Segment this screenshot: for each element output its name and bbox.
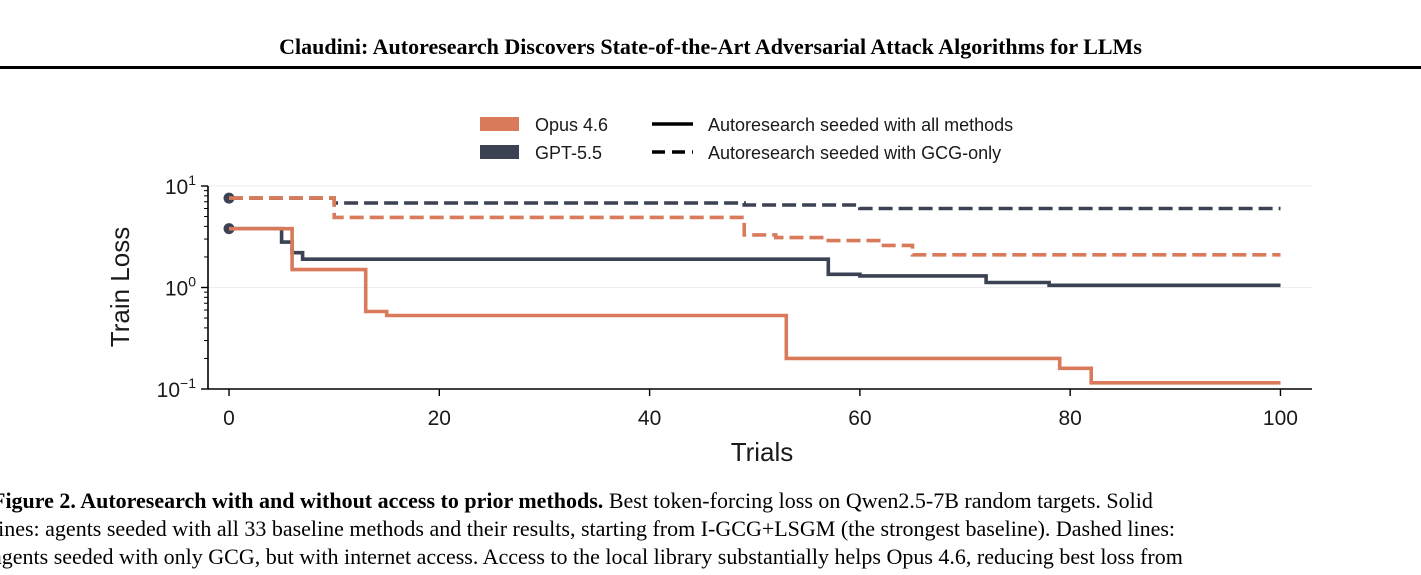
x-tick-label: 80: [1058, 407, 1081, 430]
figure-caption: Figure 2. Autoresearch with and without …: [0, 487, 1421, 571]
caption-lead: Figure 2. Autoresearch with and without …: [0, 488, 604, 513]
opus-4-6-dashed-line: [229, 196, 1281, 257]
caption-line-1: Figure 2. Autoresearch with and without …: [0, 487, 1421, 515]
legend-label: Opus 4.6: [535, 115, 608, 135]
series-lines: [223, 192, 1281, 385]
axes: 0 20 40 60 80 100 10−1 100 101: [157, 172, 1312, 430]
y-tick-label: 10−1: [157, 375, 197, 402]
caption-line-3: agents seeded with only GCG, but with in…: [0, 544, 1183, 569]
x-tick-label: 40: [638, 407, 661, 430]
caption-line-1-rest: Best token-forcing loss on Qwen2.5-7B ra…: [603, 488, 1153, 513]
page-header-title: Claudini: Autoresearch Discovers State-o…: [279, 34, 1142, 59]
y-tick-label: 101: [165, 172, 196, 199]
x-tick-label: 100: [1263, 407, 1298, 430]
gpt-5-5-dashed-line: [229, 196, 1281, 211]
legend-label: Autoresearch seeded with GCG-only: [708, 143, 1001, 163]
legend-label: GPT-5.5: [535, 143, 602, 163]
y-tick-label: 100: [165, 274, 196, 301]
x-axis-label: Trials: [731, 437, 794, 467]
gpt-5-5-solid-line: [229, 226, 1281, 288]
legend: Opus 4.6 GPT-5.5 Autoresearch seeded with …: [480, 115, 1013, 163]
x-tick-label: 60: [848, 407, 871, 430]
caption-line-2: lines: agents seeded with all 33 baselin…: [0, 516, 1176, 541]
y-axis-label: Train Loss: [105, 227, 135, 347]
legend-swatch: [480, 145, 519, 159]
header-divider: [0, 66, 1421, 69]
legend-label: Autoresearch seeded with all methods: [708, 115, 1013, 135]
train-loss-chart: 0 20 40 60 80 100 10−1 100 101 Opus 4.6 GPT-5.5 Au…: [105, 115, 1312, 467]
legend-swatch: [480, 117, 519, 131]
x-tick-label: 20: [428, 407, 451, 430]
x-tick-label: 0: [223, 407, 235, 430]
opus-4-6-solid-line: [229, 226, 1281, 385]
